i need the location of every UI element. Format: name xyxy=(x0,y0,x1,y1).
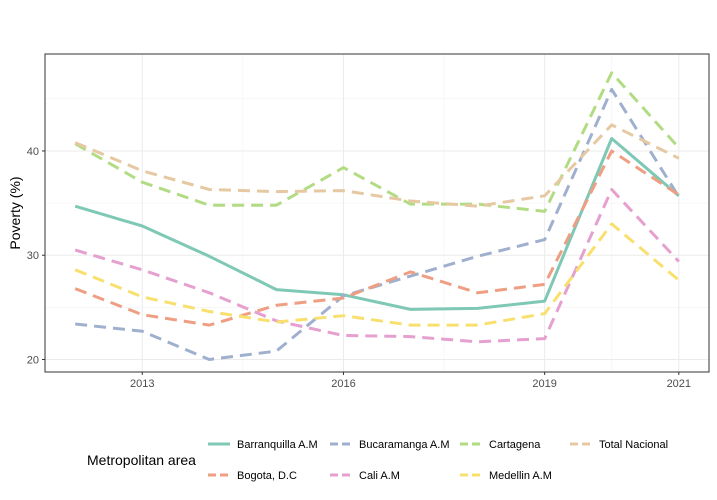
series-line xyxy=(74,123,680,208)
y-axis-title: Poverty (%) xyxy=(7,176,23,249)
series-line xyxy=(74,71,680,213)
y-tick-label: 20 xyxy=(27,354,39,366)
legend-label: Medellin A.M xyxy=(489,470,552,482)
legend-label: Cartagena xyxy=(489,439,541,451)
y-tick-label: 30 xyxy=(27,250,39,262)
legend-label: Total Nacional xyxy=(599,439,668,451)
series-line xyxy=(74,222,680,327)
x-tick-label: 2021 xyxy=(667,378,691,390)
grid xyxy=(45,54,709,372)
plot-border xyxy=(44,53,710,373)
x-tick-label: 2013 xyxy=(130,378,154,390)
x-tick-label: 2019 xyxy=(532,378,556,390)
legend-label: Cali A.M xyxy=(359,470,400,482)
legend-label: Barranquilla A.M xyxy=(237,439,318,451)
legend-label: Bucaramanga A.M xyxy=(359,439,450,451)
legend-title: Metropolitan area xyxy=(87,452,196,468)
legend-label: Bogota, D.C xyxy=(237,470,297,482)
y-axis: 20 30 40 xyxy=(27,146,45,366)
y-tick-label: 40 xyxy=(27,146,39,158)
x-axis: 2013 2016 2019 2021 xyxy=(130,372,691,390)
series-lines xyxy=(74,71,681,361)
legend: Barranquilla A.M Bucaramanga A.M Cartagena… xyxy=(208,439,668,482)
x-tick-label: 2016 xyxy=(331,378,355,390)
series-line xyxy=(74,188,680,344)
series-line xyxy=(74,149,680,327)
plot-background xyxy=(45,54,709,372)
